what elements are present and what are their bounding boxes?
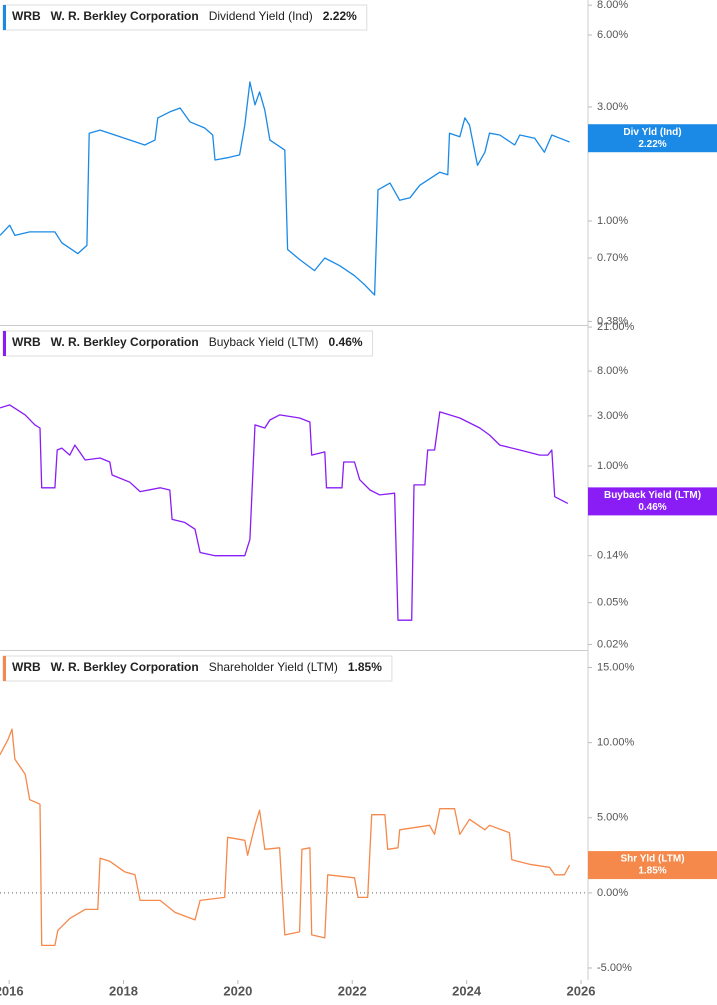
legend-box [2,655,393,682]
legend-box [2,330,374,357]
x-tick-label: 2024 [452,983,482,998]
y-tick-label: 6.00% [597,29,628,41]
y-tick-label: 0.70% [597,252,628,264]
y-tick-label: 0.00% [597,887,628,899]
company: W. R. Berkley Corporation [51,9,199,23]
ticker: WRB [12,660,41,674]
y-tick-label: 3.00% [597,101,628,113]
value-tag-label: 1.85% [638,866,666,877]
y-tick-label: 0.02% [597,638,628,650]
y-tick-label: 8.00% [597,0,628,11]
y-tick-label: 8.00% [597,365,628,377]
company: W. R. Berkley Corporation [51,335,199,349]
value-tag [588,124,717,153]
legend-series-name: Dividend Yield (Ind) [209,9,313,23]
line [0,81,570,296]
x-tick-label: 2022 [338,983,367,998]
line [0,404,569,621]
legend-swatch [3,331,6,356]
y-tick-label: -5.00% [597,962,632,974]
x-tick-label: 2018 [109,983,138,998]
y-tick-label: 0.05% [597,597,628,609]
legend-value: 1.85% [348,660,382,674]
y-tick-label: 3.00% [597,410,628,422]
value-tag-name: Div Yld (Ind) [623,127,681,138]
y-tick-label: 5.00% [597,812,628,824]
legend-value: 2.22% [323,9,357,23]
legend-swatch [3,656,6,681]
y-tick-label: 0.38% [597,315,628,327]
value-tag-label: 2.22% [638,139,666,150]
y-tick-label: 10.00% [597,737,635,749]
legend-swatch [3,5,6,30]
ticker: WRB [12,335,41,349]
legend-series-name: Buyback Yield (LTM) [209,335,319,349]
value-tag-name: Buyback Yield (LTM) [604,490,701,501]
company: W. R. Berkley Corporation [51,660,199,674]
x-tick-label: 2016 [0,983,24,998]
x-tick-label: 2026 [567,983,596,998]
value-tag-name: Shr Yld (LTM) [620,854,684,865]
value-tag [588,487,717,516]
value-tag-label: 0.46% [638,502,666,513]
y-tick-label: 15.00% [597,661,635,673]
y-tick-label: 1.00% [597,215,628,227]
y-tick-label: 21.00% [597,321,635,333]
y-tick-label: 0.14% [597,550,628,562]
line [0,728,571,947]
x-tick-label: 2020 [223,983,252,998]
legend-series-name: Shareholder Yield (LTM) [209,660,338,674]
ticker: WRB [12,9,41,23]
value-tag [588,851,717,880]
legend-value: 0.46% [329,335,363,349]
y-tick-label: 1.00% [597,460,628,472]
legend-box [2,4,368,31]
